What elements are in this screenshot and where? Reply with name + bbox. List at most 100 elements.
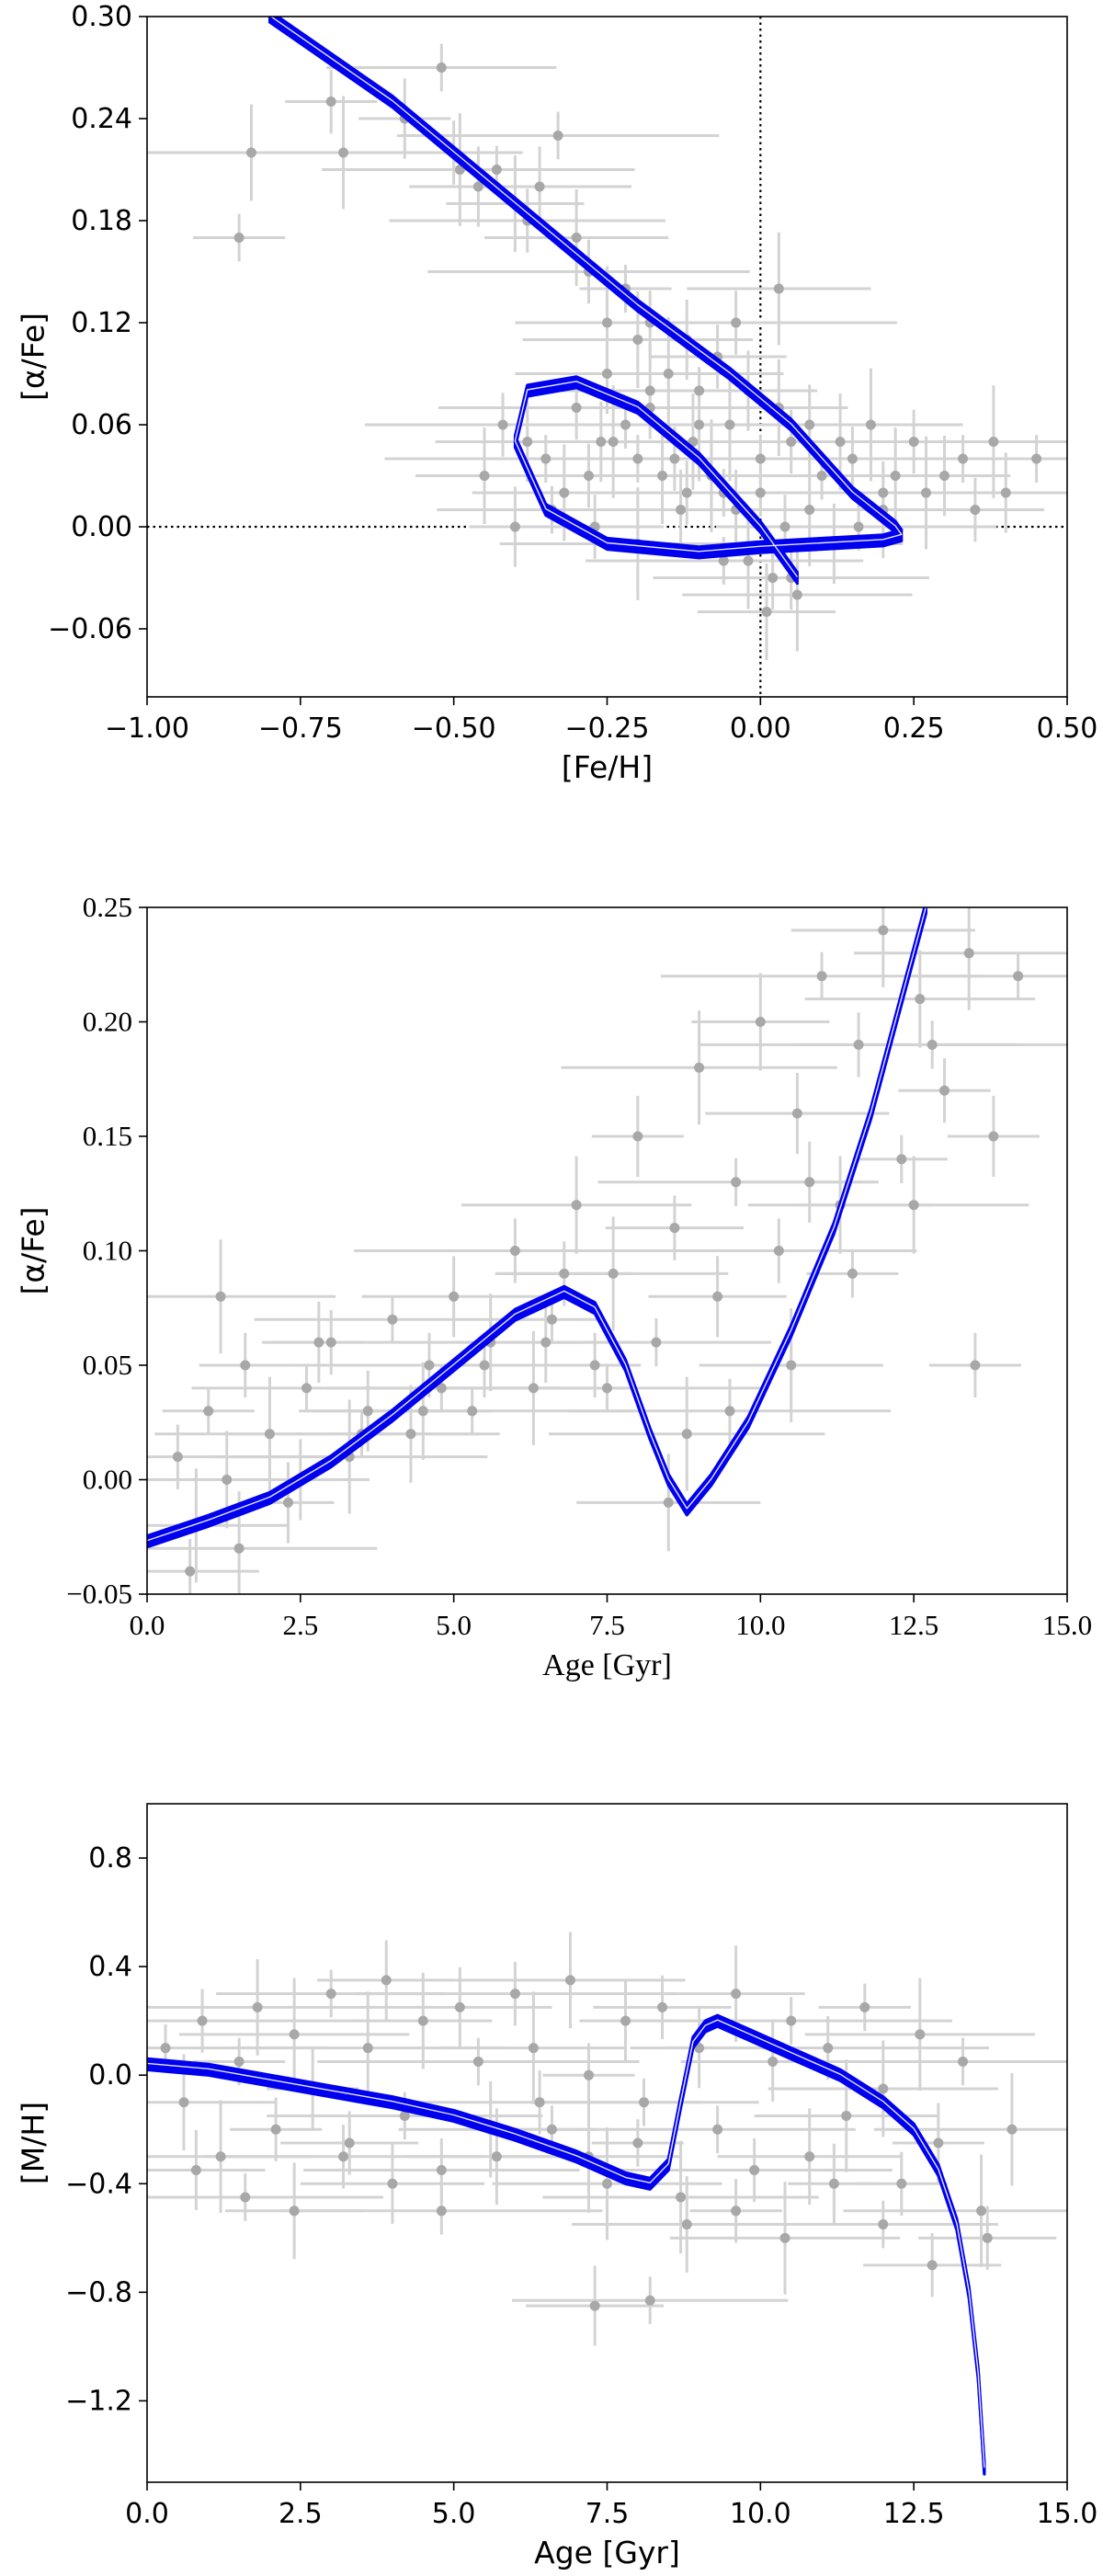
data-point	[755, 453, 766, 464]
data-point	[240, 2192, 251, 2203]
x-tick-label: 5.0	[432, 2498, 476, 2530]
data-point	[608, 1268, 619, 1279]
data-point	[571, 233, 582, 243]
data-point	[596, 437, 607, 447]
y-axis-label: [α/Fe]	[16, 1206, 51, 1294]
data-point	[222, 1475, 233, 1485]
data-points	[160, 1975, 1018, 2311]
data-point	[982, 2232, 993, 2243]
x-tick-label: 0.25	[883, 712, 945, 745]
y-axis-label: [α/Fe]	[16, 313, 51, 401]
data-point	[963, 948, 974, 959]
data-point	[835, 437, 846, 447]
data-point	[804, 419, 815, 430]
x-tick-label: 10.0	[730, 2498, 791, 2530]
data-point	[424, 1360, 435, 1371]
data-point	[632, 335, 643, 345]
data-point	[657, 471, 668, 481]
y-tick-label: 0.24	[71, 103, 132, 135]
data-point	[387, 1314, 398, 1325]
data-point	[896, 2178, 907, 2189]
data-point	[325, 1989, 336, 2000]
data-point	[878, 925, 889, 936]
data-point	[472, 181, 483, 192]
model-track-line	[275, 17, 904, 575]
data-point	[927, 1039, 938, 1050]
data-point	[509, 521, 520, 532]
data-point	[908, 437, 919, 447]
data-point	[546, 1314, 557, 1325]
model-track-line	[267, 18, 904, 584]
model-track-bundle	[147, 907, 928, 1549]
data-point	[731, 317, 742, 328]
x-tick-label: 0.50	[1037, 712, 1098, 745]
data-points	[172, 925, 1024, 1577]
x-tick-label: −1.00	[105, 712, 189, 745]
data-point	[970, 1360, 981, 1371]
data-point	[681, 1429, 692, 1440]
data-point	[338, 147, 349, 158]
y-tick-label: 0.0	[88, 2059, 132, 2092]
data-point	[718, 555, 729, 566]
data-point	[804, 505, 815, 515]
data-point	[632, 453, 643, 464]
data-point	[185, 1566, 196, 1577]
data-point	[589, 1360, 600, 1371]
data-point	[215, 1291, 226, 1302]
data-point	[620, 419, 631, 430]
data-point	[564, 1975, 575, 1986]
data-point	[1013, 971, 1024, 982]
data-point	[786, 2015, 797, 2026]
data-point	[160, 2043, 171, 2054]
data-point	[694, 419, 705, 430]
plot-area	[147, 907, 1067, 1594]
x-axis-label: [Fe/H]	[562, 749, 653, 785]
model-track-line	[269, 17, 904, 578]
data-point	[417, 1406, 428, 1417]
data-point	[491, 165, 502, 175]
data-point	[325, 1337, 336, 1348]
model-track-line	[267, 20, 904, 586]
x-tick-label: 15.0	[1042, 1609, 1092, 1641]
data-point	[190, 2165, 201, 2176]
data-point	[773, 1246, 784, 1256]
data-point	[583, 2069, 594, 2080]
x-tick-label: 15.0	[1037, 2498, 1098, 2530]
data-point	[878, 487, 889, 498]
data-point	[676, 505, 687, 515]
x-tick-label: 7.5	[586, 2498, 630, 2530]
y-tick-label: −0.8	[65, 2276, 132, 2308]
x-tick-label: 7.5	[589, 1609, 625, 1641]
data-point	[362, 2043, 373, 2054]
data-point	[405, 1429, 416, 1440]
data-point	[988, 1131, 999, 1142]
data-point	[644, 385, 655, 396]
data-point	[712, 2124, 723, 2135]
model-track-line	[272, 17, 904, 576]
data-point	[479, 1360, 490, 1371]
data-point	[816, 971, 827, 982]
data-point	[540, 453, 552, 464]
y-tick-label: −0.05	[66, 1578, 132, 1610]
data-point	[927, 2260, 938, 2271]
data-point	[289, 2206, 300, 2217]
data-point	[172, 1452, 183, 1463]
panel-alpha-fe-vs-age: 0.0 2.5 5.0 7.5 10.0 12.5 15.0 −0.05 0.00 0.05 0.1…	[16, 891, 1093, 1682]
data-point	[988, 437, 999, 447]
data-point	[571, 403, 582, 413]
data-point	[743, 555, 754, 566]
data-point	[522, 437, 533, 447]
data-point	[203, 1406, 214, 1417]
data-point	[853, 521, 864, 532]
data-point	[491, 2151, 502, 2162]
data-point	[632, 2137, 643, 2149]
data-point	[779, 521, 790, 532]
data-point	[534, 2097, 545, 2108]
data-point	[552, 131, 563, 141]
data-point	[559, 1268, 570, 1279]
data-point	[449, 1291, 460, 1302]
data-point	[313, 1337, 324, 1348]
data-point	[878, 2083, 889, 2094]
data-point	[853, 1039, 864, 1050]
